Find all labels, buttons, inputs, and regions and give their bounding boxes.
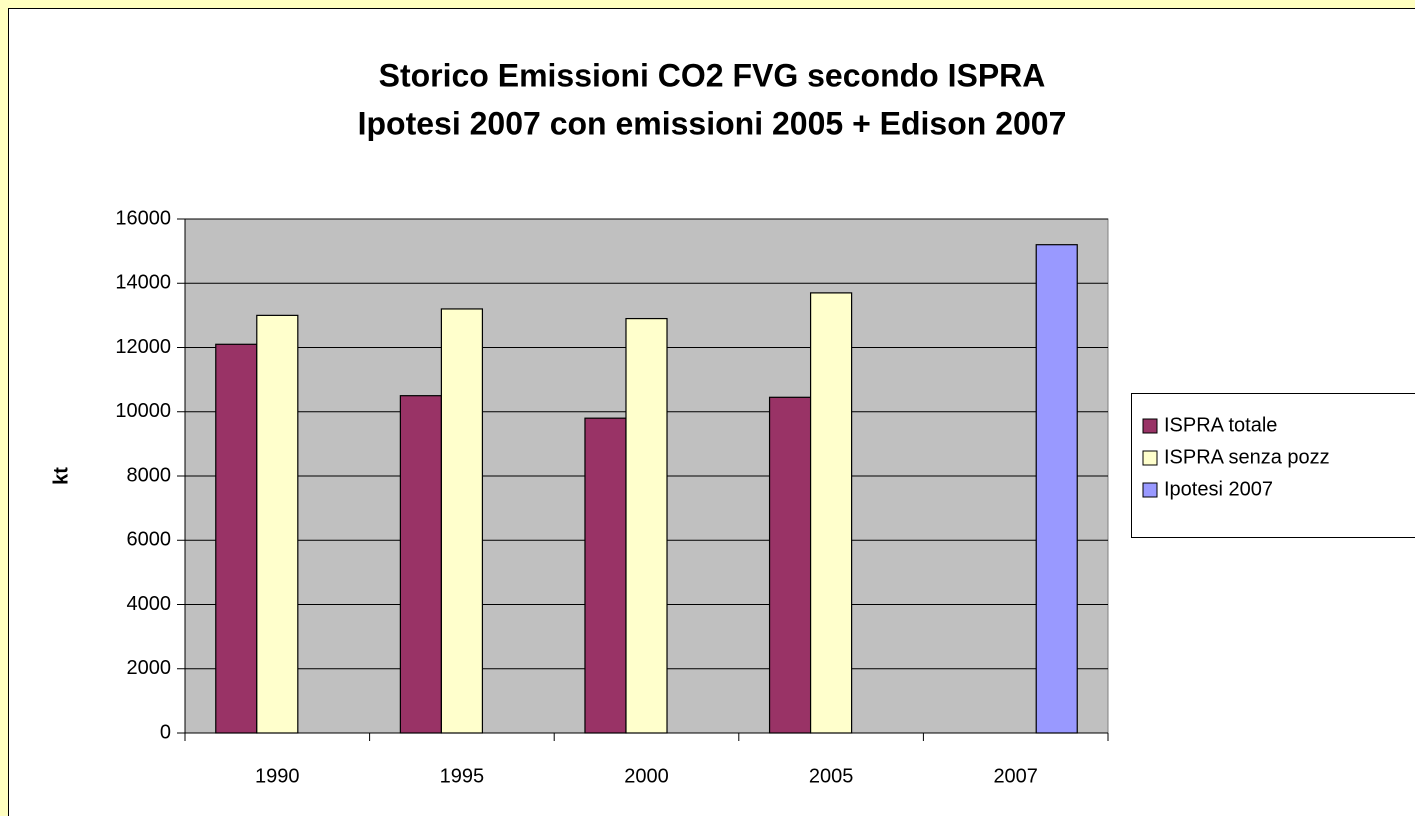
legend-swatch (1142, 482, 1158, 498)
y-tick-label: 12000 (115, 336, 171, 358)
y-tick-label: 8000 (127, 464, 172, 486)
bar (584, 417, 627, 734)
y-tick-label: 4000 (127, 593, 172, 615)
bar (768, 396, 812, 734)
y-tick-label: 10000 (115, 400, 171, 422)
y-tick-label: 2000 (127, 657, 172, 679)
legend-label: ISPRA totale (1164, 414, 1277, 436)
x-tick-label: 1995 (440, 765, 485, 787)
chart-title: Storico Emissioni CO2 FVG secondo ISPRA (379, 57, 1046, 93)
y-tick-label: 14000 (115, 272, 171, 294)
legend-swatch (1142, 418, 1158, 434)
bar (1035, 244, 1078, 734)
y-tick-label: 0 (160, 721, 171, 743)
bar (215, 343, 258, 734)
x-tick-label: 2000 (624, 765, 669, 787)
chart-title: Ipotesi 2007 con emissioni 2005 + Edison… (358, 105, 1067, 141)
legend-box (1131, 393, 1415, 538)
x-tick-label: 2005 (809, 765, 854, 787)
bar (440, 308, 484, 734)
bar (399, 395, 442, 734)
x-tick-label: 2007 (993, 765, 1038, 787)
legend-label: ISPRA senza pozz (1164, 446, 1330, 468)
y-tick-label: 16000 (115, 207, 171, 229)
legend-label: Ipotesi 2007 (1164, 478, 1273, 500)
x-tick-label: 1990 (255, 765, 300, 787)
bar (256, 314, 299, 734)
y-tick-label: 6000 (127, 529, 172, 551)
legend-swatch (1142, 450, 1158, 466)
bar (625, 317, 668, 734)
bar (809, 292, 853, 734)
y-axis-label: kt (50, 467, 72, 485)
